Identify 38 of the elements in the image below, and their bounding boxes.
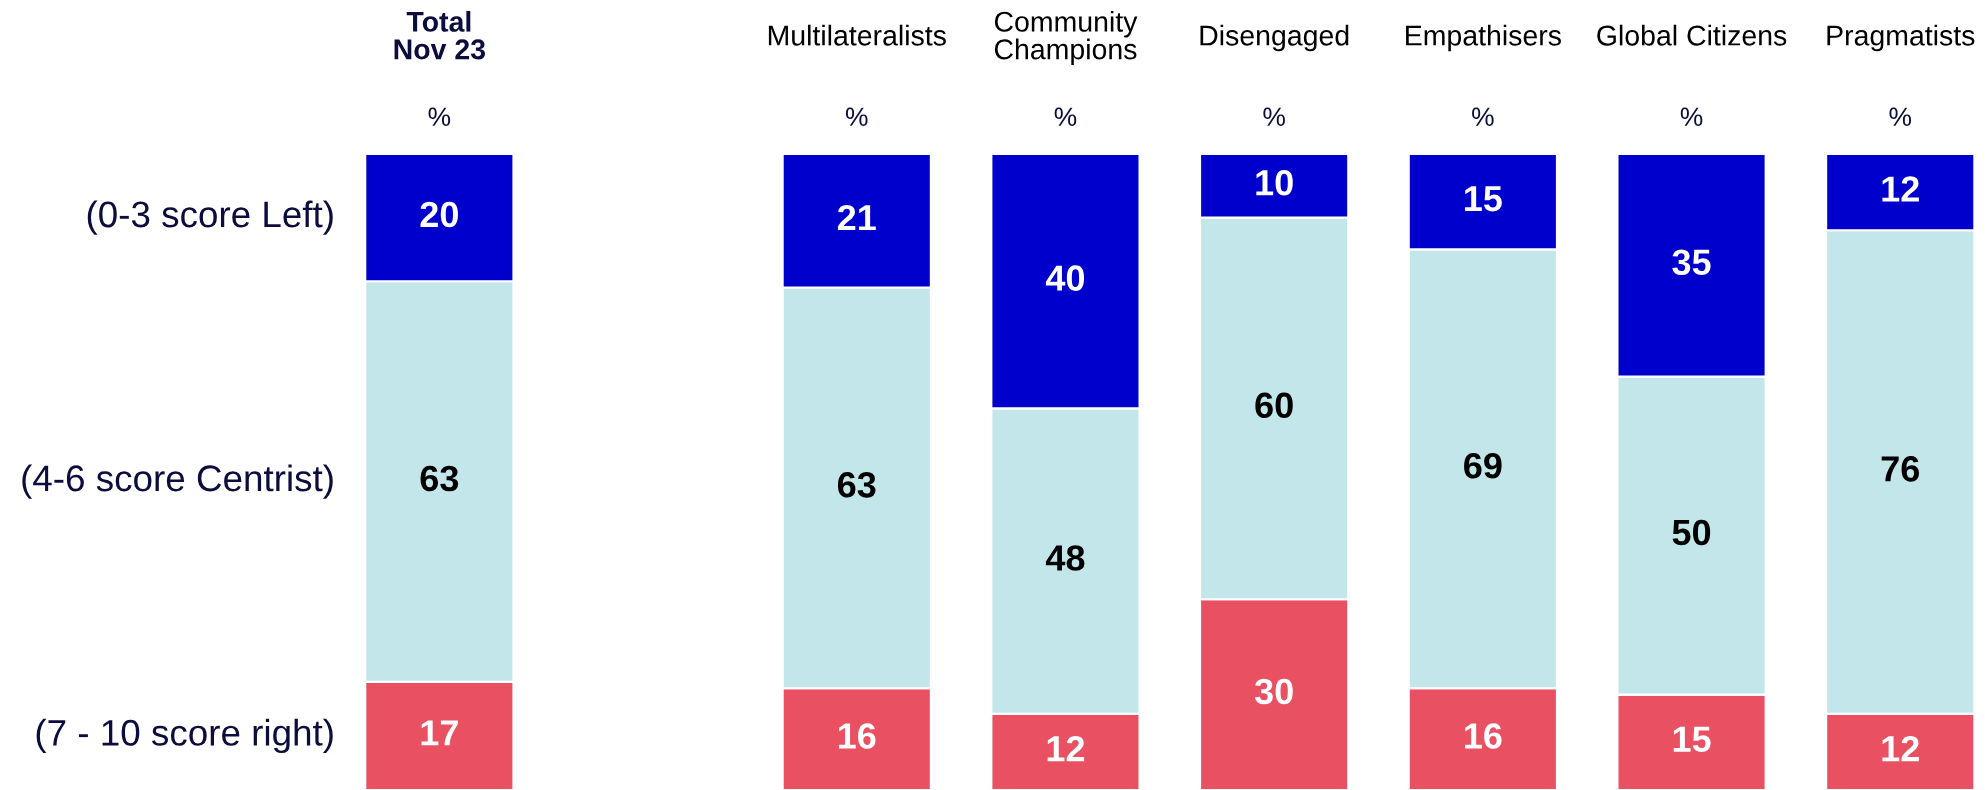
data-label: 63 xyxy=(837,472,876,498)
data-label: 30 xyxy=(1254,678,1293,705)
data-label: 10 xyxy=(1256,169,1293,196)
data-label: 21 xyxy=(837,204,876,231)
x-tick-label: Global Citizens xyxy=(1597,24,1787,46)
data-label: 48 xyxy=(1045,545,1085,571)
x-tick-label: Total Nov 23 xyxy=(394,10,486,60)
data-label: 16 xyxy=(838,723,876,749)
data-label: 12 xyxy=(1047,735,1085,762)
text: % xyxy=(428,107,451,126)
data-label: 17 xyxy=(421,720,458,746)
x-tick-label: Empathisers xyxy=(1406,24,1561,52)
text: % xyxy=(845,107,868,126)
x-tick-label: Multilateralists xyxy=(768,24,946,46)
text: % xyxy=(1054,107,1077,126)
data-label: 20 xyxy=(420,201,458,228)
data-label: 35 xyxy=(1672,249,1711,276)
data-label: 40 xyxy=(1045,265,1085,291)
data-label: 16 xyxy=(1465,723,1502,749)
data-label: 12 xyxy=(1882,176,1919,202)
text: % xyxy=(1889,107,1912,126)
series-label: (0-3 score Left) xyxy=(87,200,333,235)
data-label: 60 xyxy=(1255,392,1293,419)
x-tick-label: Community Champions xyxy=(994,10,1138,66)
data-label: 50 xyxy=(1672,519,1711,546)
data-label: 12 xyxy=(1882,735,1919,762)
x-tick-label: Pragmatists xyxy=(1827,24,1975,52)
text: % xyxy=(1472,107,1494,126)
x-tick-label: Disengaged xyxy=(1200,24,1349,52)
data-label: 15 xyxy=(1465,186,1502,212)
data-label: 69 xyxy=(1464,452,1502,479)
text: % xyxy=(1680,107,1703,126)
data-label: 15 xyxy=(1673,726,1711,752)
data-label: 76 xyxy=(1881,456,1920,482)
series-label: (7 - 10 score right) xyxy=(36,718,333,754)
text: % xyxy=(1263,107,1285,126)
data-label: 63 xyxy=(420,465,459,492)
series-label: (4-6 score Centrist) xyxy=(22,464,333,499)
